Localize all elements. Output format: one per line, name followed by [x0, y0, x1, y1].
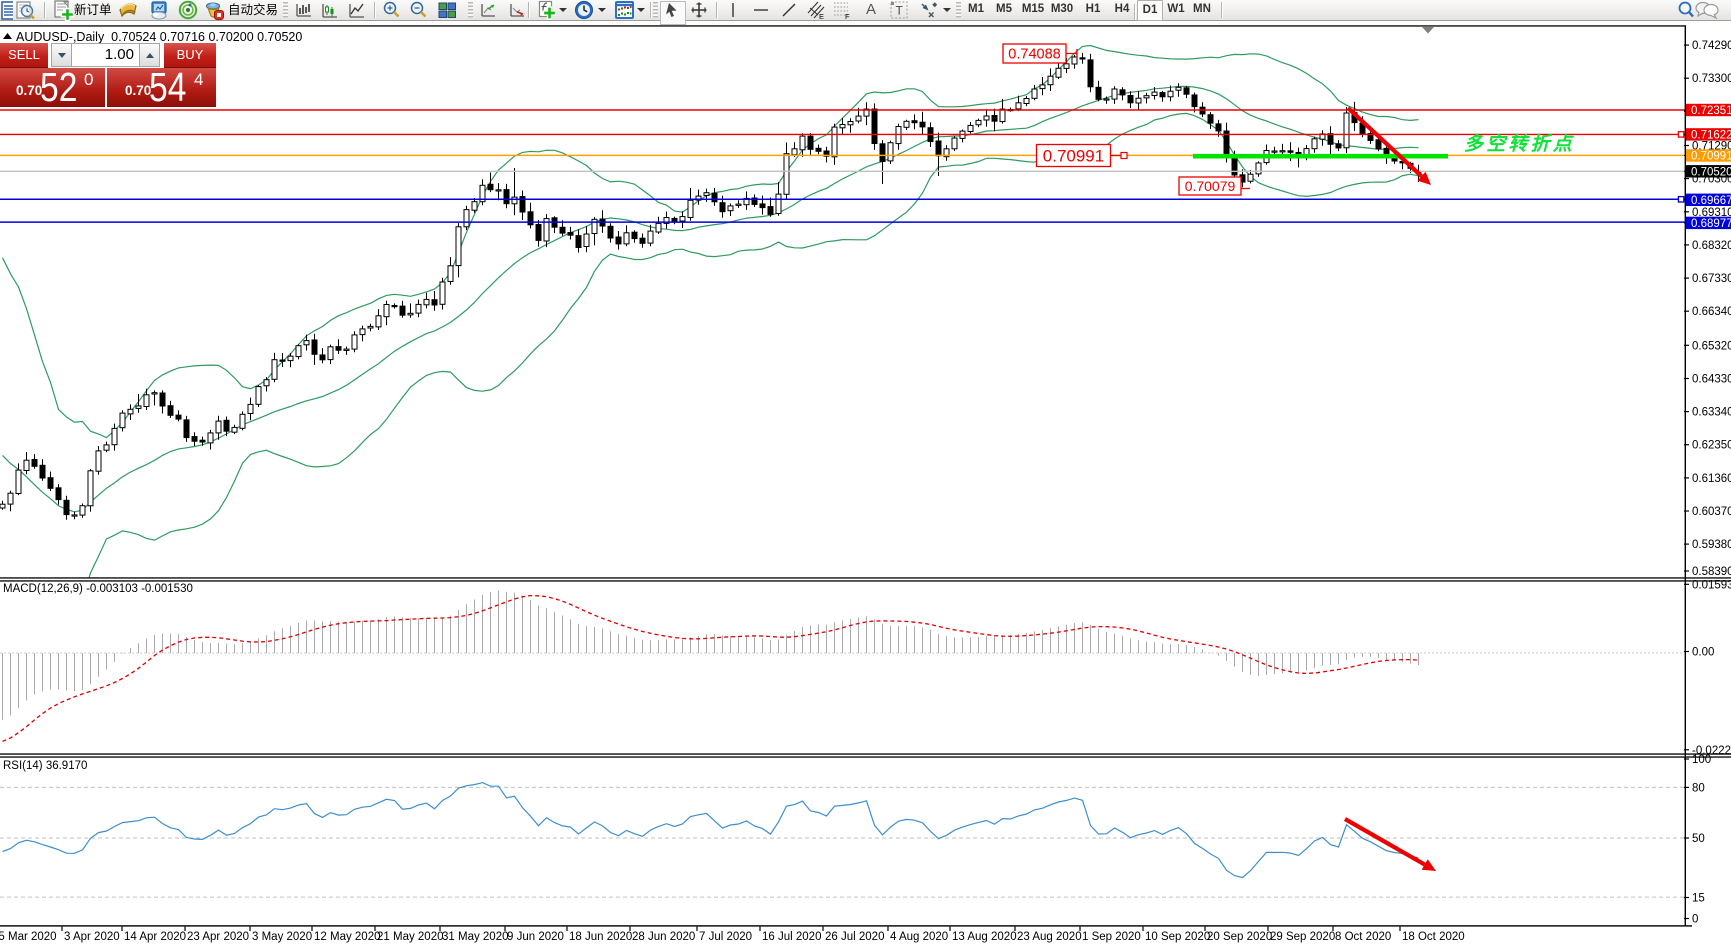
svg-text:0.70520: 0.70520 [1691, 167, 1731, 179]
svg-text:T: T [896, 4, 904, 18]
svg-text:0.71622: 0.71622 [1691, 130, 1731, 142]
svg-text:0.70991: 0.70991 [1043, 147, 1104, 166]
svg-text:14 Apr 2020: 14 Apr 2020 [124, 931, 186, 943]
svg-text:16 Jul 2020: 16 Jul 2020 [762, 931, 821, 943]
svg-text:0: 0 [1692, 914, 1698, 926]
svg-text:0.59380: 0.59380 [1692, 539, 1731, 551]
svg-text:0.68977: 0.68977 [1691, 218, 1731, 230]
svg-text:0.72351: 0.72351 [1691, 105, 1731, 117]
svg-text:4 Aug 2020: 4 Aug 2020 [890, 931, 948, 943]
svg-text:0.58390: 0.58390 [1692, 566, 1731, 578]
svg-text:1 Sep 2020: 1 Sep 2020 [1082, 931, 1141, 943]
svg-text:-0.022289: -0.022289 [1692, 745, 1731, 757]
svg-text:3 Apr 2020: 3 Apr 2020 [64, 931, 120, 943]
svg-text:0.67330: 0.67330 [1692, 273, 1731, 285]
svg-text:0.62350: 0.62350 [1692, 440, 1731, 452]
svg-text:21 May 2020: 21 May 2020 [377, 931, 444, 943]
svg-text:28 Jun 2020: 28 Jun 2020 [632, 931, 695, 943]
svg-text:12 May 2020: 12 May 2020 [314, 931, 381, 943]
svg-text:0.63340: 0.63340 [1692, 407, 1731, 419]
svg-text:多空转折点: 多空转折点 [1464, 133, 1575, 155]
svg-text:0.74088: 0.74088 [1008, 47, 1060, 63]
svg-text:13 Aug 2020: 13 Aug 2020 [952, 931, 1017, 943]
svg-text:MACD(12,26,9) -0.003103 -0.001: MACD(12,26,9) -0.003103 -0.001530 [3, 583, 193, 595]
svg-text:23 Apr 2020: 23 Apr 2020 [187, 931, 249, 943]
svg-text:E: E [819, 12, 824, 21]
svg-text:RSI(14) 36.9170: RSI(14) 36.9170 [3, 760, 87, 772]
svg-text:3 May 2020: 3 May 2020 [252, 931, 312, 943]
svg-text:10 Sep 2020: 10 Sep 2020 [1145, 931, 1210, 943]
svg-text:0.64330: 0.64330 [1692, 374, 1731, 386]
svg-text:0.61360: 0.61360 [1692, 473, 1731, 485]
svg-text:23 Aug 2020: 23 Aug 2020 [1017, 931, 1082, 943]
svg-text:0.65320: 0.65320 [1692, 340, 1731, 352]
svg-text:0.015937: 0.015937 [1692, 579, 1731, 591]
svg-text:20 Sep 2020: 20 Sep 2020 [1207, 931, 1272, 943]
svg-text:AUDUSD-,Daily 0.70524 0.70716: AUDUSD-,Daily 0.70524 0.70716 0.70200 0.… [16, 30, 302, 44]
svg-text:0.60370: 0.60370 [1692, 506, 1731, 518]
svg-text:7 Jul 2020: 7 Jul 2020 [699, 931, 752, 943]
svg-text:0.73300: 0.73300 [1692, 73, 1731, 85]
svg-text:100: 100 [1692, 754, 1711, 766]
svg-text:50: 50 [1692, 833, 1705, 845]
svg-text:0.00: 0.00 [1692, 647, 1714, 659]
svg-text:9 Jun 2020: 9 Jun 2020 [507, 931, 564, 943]
svg-text:0.69310: 0.69310 [1692, 207, 1731, 219]
svg-text:0.68320: 0.68320 [1692, 240, 1731, 252]
svg-text:8 Oct 2020: 8 Oct 2020 [1335, 931, 1391, 943]
svg-text:0.69667: 0.69667 [1691, 195, 1731, 207]
svg-text:25 Mar 2020: 25 Mar 2020 [0, 931, 57, 943]
svg-text:18 Jun 2020: 18 Jun 2020 [569, 931, 632, 943]
svg-text:18 Oct 2020: 18 Oct 2020 [1402, 931, 1465, 943]
svg-text:80: 80 [1692, 782, 1705, 794]
svg-text:F: F [845, 12, 850, 21]
svg-text:29 Sep 2020: 29 Sep 2020 [1270, 931, 1335, 943]
svg-text:0.74290: 0.74290 [1692, 40, 1731, 52]
svg-text:15: 15 [1692, 893, 1705, 905]
svg-text:0.70079: 0.70079 [1185, 178, 1236, 194]
svg-text:26 Jul 2020: 26 Jul 2020 [825, 931, 884, 943]
svg-text:31 May 2020: 31 May 2020 [442, 931, 509, 943]
svg-text:0.70991: 0.70991 [1691, 151, 1731, 163]
svg-text:0.66340: 0.66340 [1692, 306, 1731, 318]
